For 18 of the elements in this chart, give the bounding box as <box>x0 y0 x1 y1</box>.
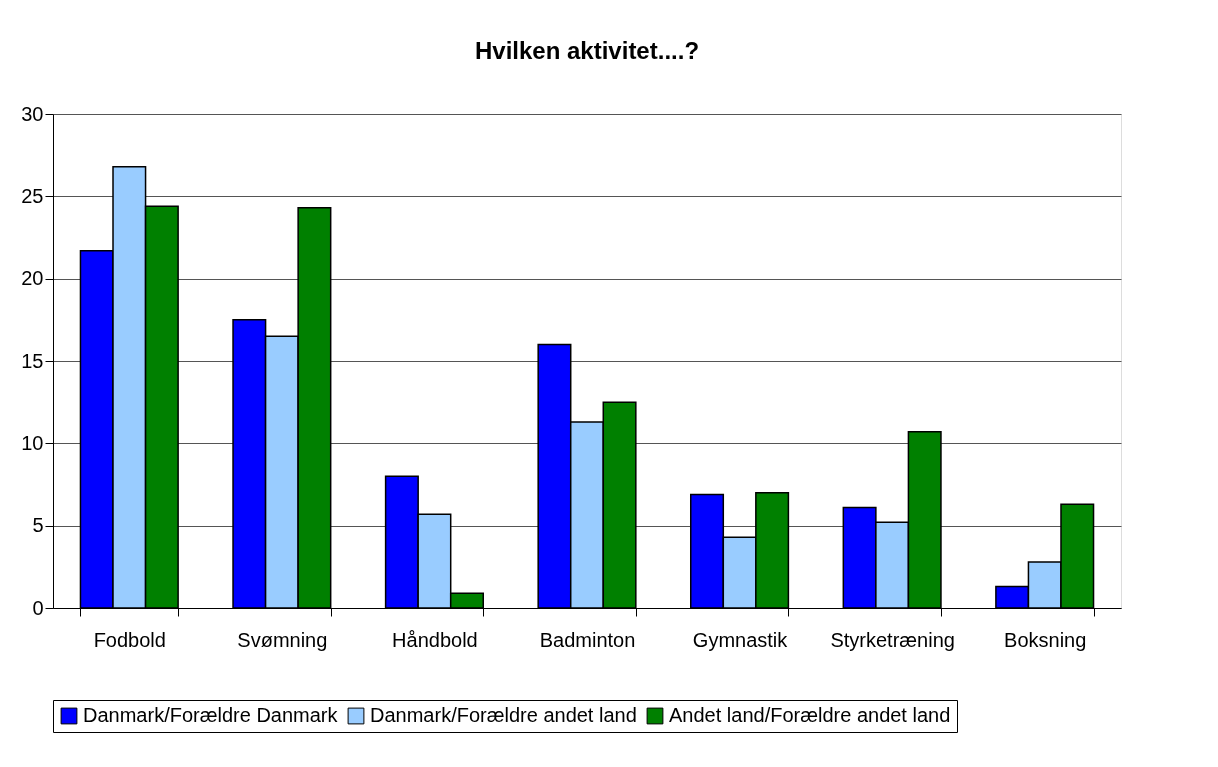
x-tick-label: Styrketræning <box>830 628 955 651</box>
y-tick-label: 10 <box>21 431 44 454</box>
chart-title: Hvilken aktivitet....? <box>474 37 700 64</box>
x-tick-label: Boksning <box>1004 628 1087 651</box>
x-tick-label: Håndbold <box>392 628 478 651</box>
legend-label: Danmark/Forældre andet land <box>370 704 637 726</box>
x-tick-label: Svømning <box>237 628 328 651</box>
legend-label: Danmark/Forældre Danmark <box>83 704 339 726</box>
x-tick-label: Badminton <box>539 628 636 651</box>
y-tick-label: 0 <box>32 596 44 619</box>
y-tick-label: 5 <box>32 514 44 537</box>
legend-label: Andet land/Forældre andet land <box>669 704 951 726</box>
y-tick-label: 15 <box>21 349 44 372</box>
x-tick-label: Gymnastik <box>692 628 789 651</box>
x-tick-label: Fodbold <box>93 628 166 651</box>
y-tick-label: 30 <box>21 102 44 125</box>
y-tick-label: 20 <box>21 267 44 290</box>
y-tick-label: 25 <box>21 184 44 207</box>
